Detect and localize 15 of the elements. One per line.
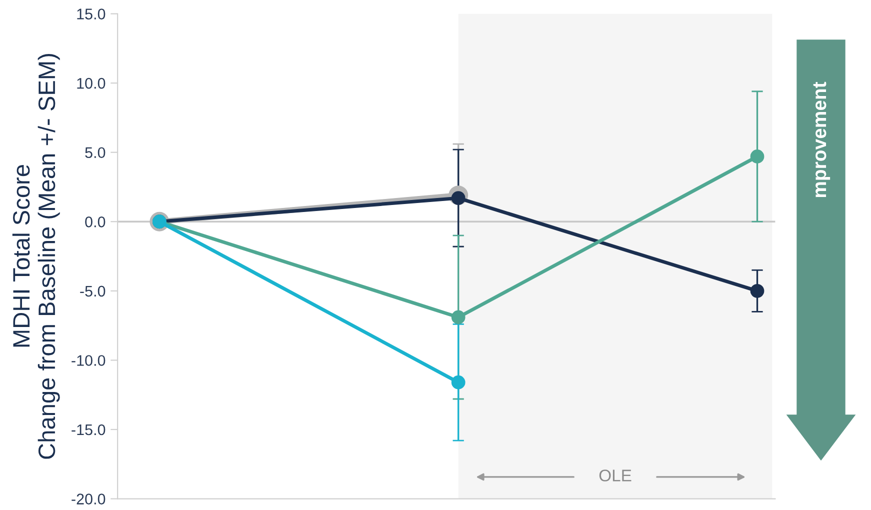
y-tick-label: 5.0 (85, 147, 106, 158)
y-tick-label: 15.0 (77, 8, 106, 20)
annotation: OLE (599, 470, 632, 482)
y-axis-title: MDHI Total Score Change from Baseline (Mean +/- SEM) (12, 54, 60, 459)
y-tick-label: -20.0 (72, 494, 106, 504)
y-tick-label: -10.0 (72, 355, 106, 366)
point (750, 284, 764, 298)
point (451, 310, 466, 324)
y-tick-label: 10.0 (77, 78, 106, 89)
y-tick-label: -15.0 (72, 424, 106, 436)
text: mprovement (813, 82, 830, 198)
y-tick-label: 0.0 (85, 216, 106, 228)
point (451, 375, 466, 390)
y-tick-label: -5.0 (80, 286, 106, 297)
point (750, 150, 764, 164)
